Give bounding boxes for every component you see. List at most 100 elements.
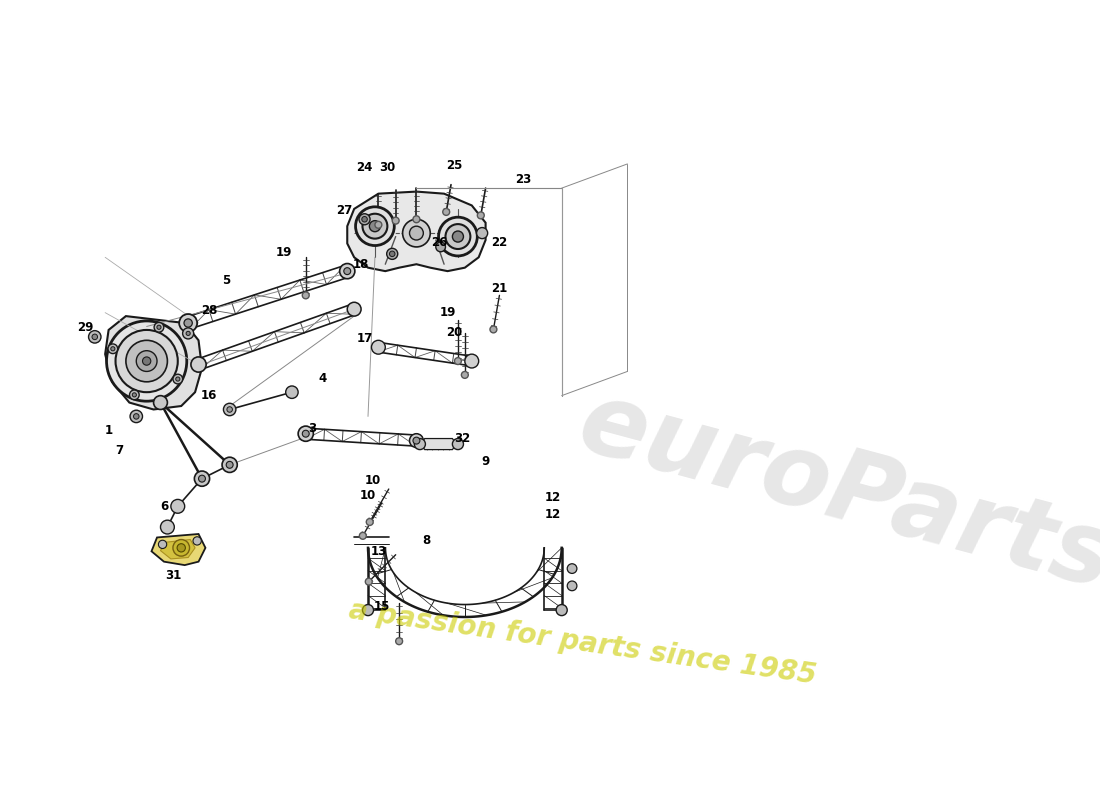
Text: 29: 29 [78,322,94,334]
Circle shape [387,248,398,259]
Text: 4: 4 [319,372,327,385]
Circle shape [442,209,450,215]
Text: 22: 22 [492,235,507,249]
Text: 7: 7 [114,445,123,458]
Circle shape [362,217,367,222]
Text: 31: 31 [165,569,182,582]
Circle shape [409,226,424,240]
Text: 10: 10 [360,490,376,502]
Circle shape [157,325,161,330]
Text: 19: 19 [275,246,292,259]
Polygon shape [420,438,456,450]
Text: 5: 5 [222,274,230,286]
Text: 6: 6 [160,500,168,513]
Text: 8: 8 [422,534,431,547]
Text: 28: 28 [200,304,217,317]
Text: euroParts: euroParts [569,375,1100,610]
Circle shape [465,354,478,368]
Circle shape [359,214,370,225]
Text: 12: 12 [544,491,561,504]
Text: 20: 20 [447,326,463,338]
Text: 13: 13 [371,545,386,558]
Circle shape [132,393,136,397]
Circle shape [286,386,298,398]
Circle shape [130,390,140,400]
Circle shape [222,458,238,473]
Circle shape [454,358,461,365]
Circle shape [191,357,206,372]
Circle shape [393,217,399,224]
Circle shape [184,319,192,327]
Circle shape [477,212,484,219]
Circle shape [154,396,167,410]
Circle shape [133,414,139,419]
Circle shape [223,403,235,416]
Circle shape [158,540,167,549]
Text: 10: 10 [365,474,381,486]
Text: 21: 21 [492,282,507,295]
Polygon shape [152,534,206,565]
Circle shape [439,217,477,256]
Circle shape [130,410,143,422]
Circle shape [88,330,101,343]
Circle shape [375,222,382,228]
Circle shape [92,334,98,340]
Circle shape [173,374,183,384]
Circle shape [348,302,361,316]
Circle shape [415,438,426,450]
Circle shape [108,344,118,354]
Circle shape [177,544,186,552]
Circle shape [227,462,233,468]
Circle shape [161,520,174,534]
Circle shape [176,377,180,381]
Circle shape [192,537,201,545]
Circle shape [340,263,355,278]
Text: 19: 19 [439,306,455,319]
Circle shape [389,251,395,257]
Circle shape [476,227,487,238]
Circle shape [355,207,394,246]
Text: 1: 1 [104,424,112,437]
Text: 12: 12 [544,508,561,521]
Text: 25: 25 [447,159,463,173]
Circle shape [412,437,420,444]
Circle shape [302,292,309,299]
Text: 16: 16 [200,389,217,402]
Text: 18: 18 [353,258,370,270]
Circle shape [568,581,576,590]
Text: 9: 9 [482,455,490,468]
Text: 30: 30 [379,161,396,174]
Text: 3: 3 [309,422,317,435]
Circle shape [154,322,164,332]
Circle shape [344,268,351,274]
Circle shape [298,426,314,442]
Circle shape [363,605,374,616]
Text: 17: 17 [356,333,373,346]
Circle shape [179,314,197,332]
Circle shape [372,340,385,354]
Circle shape [183,328,194,339]
Circle shape [365,578,372,585]
Polygon shape [161,539,195,559]
Circle shape [173,539,189,556]
Circle shape [111,346,114,351]
Circle shape [363,214,387,238]
Circle shape [360,532,366,539]
Polygon shape [106,316,202,410]
Circle shape [452,231,463,242]
Text: 24: 24 [356,161,373,174]
Circle shape [198,475,206,482]
Circle shape [370,221,381,232]
Circle shape [409,434,424,447]
Circle shape [446,224,471,249]
Circle shape [490,326,497,333]
Circle shape [366,518,373,526]
Text: a passion for parts since 1985: a passion for parts since 1985 [348,596,818,690]
Circle shape [461,371,469,378]
Circle shape [116,330,178,392]
Circle shape [403,219,430,247]
Text: 15: 15 [374,600,390,613]
Circle shape [170,499,185,514]
Text: 32: 32 [454,432,471,445]
Circle shape [143,357,151,366]
